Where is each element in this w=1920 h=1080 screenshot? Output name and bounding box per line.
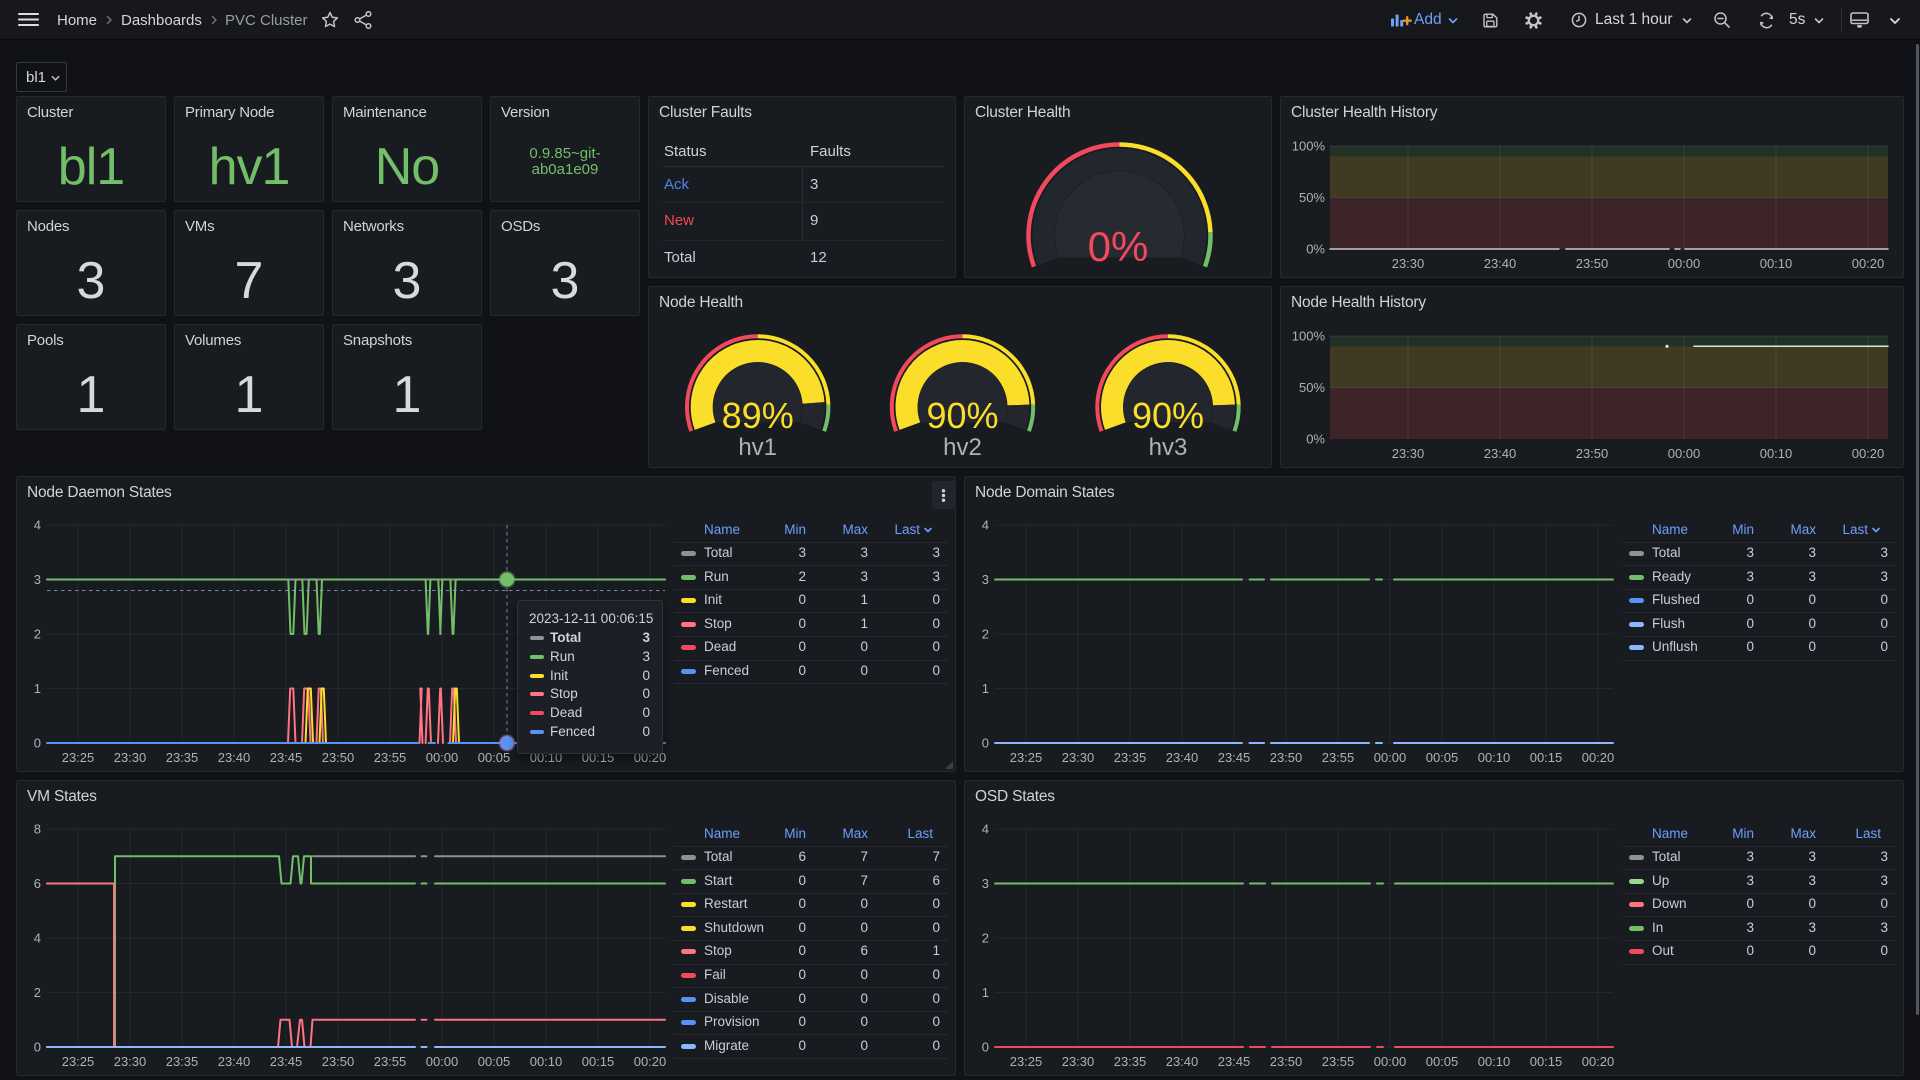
svg-text:1: 1 [34,681,41,696]
svg-text:2: 2 [982,627,989,642]
svg-text:3: 3 [34,572,41,587]
svg-text:23:45: 23:45 [270,1054,303,1069]
svg-text:23:40: 23:40 [1166,1054,1199,1069]
svg-text:4: 4 [34,518,41,533]
svg-text:23:30: 23:30 [114,750,147,765]
svg-text:23:45: 23:45 [1218,750,1251,765]
svg-text:23:30: 23:30 [1062,1054,1095,1069]
svg-text:2: 2 [34,985,41,1000]
svg-text:4: 4 [34,931,41,946]
svg-text:23:45: 23:45 [270,750,303,765]
svg-text:23:35: 23:35 [1114,750,1147,765]
svg-text:00:05: 00:05 [1426,1054,1459,1069]
svg-text:23:45: 23:45 [1218,1054,1251,1069]
svg-text:23:40: 23:40 [1484,256,1517,271]
svg-text:23:50: 23:50 [322,1054,355,1069]
svg-text:23:30: 23:30 [1062,750,1095,765]
svg-text:00:00: 00:00 [426,750,459,765]
svg-text:00:20: 00:20 [1852,256,1885,271]
svg-text:00:00: 00:00 [1668,446,1701,461]
svg-text:23:25: 23:25 [62,1054,95,1069]
svg-text:00:20: 00:20 [634,1054,667,1069]
svg-text:00:15: 00:15 [582,1054,615,1069]
svg-text:23:25: 23:25 [1010,1054,1043,1069]
svg-text:00:00: 00:00 [426,1054,459,1069]
svg-text:23:40: 23:40 [218,750,251,765]
svg-text:00:10: 00:10 [1478,750,1511,765]
svg-text:23:40: 23:40 [218,1054,251,1069]
svg-text:00:00: 00:00 [1374,1054,1407,1069]
svg-text:23:55: 23:55 [374,1054,407,1069]
svg-text:1: 1 [982,985,989,1000]
svg-text:23:40: 23:40 [1484,446,1517,461]
svg-text:8: 8 [34,822,41,837]
svg-text:23:35: 23:35 [166,750,199,765]
svg-text:23:50: 23:50 [1576,256,1609,271]
svg-text:23:50: 23:50 [1270,750,1303,765]
svg-text:00:05: 00:05 [1426,750,1459,765]
svg-text:3: 3 [982,572,989,587]
svg-text:4: 4 [982,822,989,837]
svg-text:2: 2 [34,627,41,642]
svg-text:50%: 50% [1299,380,1325,395]
svg-text:0: 0 [34,1040,41,1055]
svg-text:23:55: 23:55 [374,750,407,765]
svg-text:00:10: 00:10 [1478,1054,1511,1069]
svg-text:23:50: 23:50 [322,750,355,765]
svg-text:1: 1 [982,681,989,696]
svg-text:00:10: 00:10 [530,1054,563,1069]
svg-text:00:15: 00:15 [1530,1054,1563,1069]
svg-text:23:35: 23:35 [166,1054,199,1069]
svg-text:23:25: 23:25 [62,750,95,765]
svg-text:00:20: 00:20 [1582,1054,1615,1069]
svg-text:23:50: 23:50 [1576,446,1609,461]
svg-text:23:30: 23:30 [114,1054,147,1069]
svg-text:23:40: 23:40 [1166,750,1199,765]
svg-text:0%: 0% [1306,242,1325,257]
svg-text:00:05: 00:05 [478,750,511,765]
svg-text:6: 6 [34,876,41,891]
svg-text:23:55: 23:55 [1322,1054,1355,1069]
svg-text:00:00: 00:00 [1374,750,1407,765]
svg-text:23:30: 23:30 [1392,256,1425,271]
svg-text:23:25: 23:25 [1010,750,1043,765]
svg-text:23:55: 23:55 [1322,750,1355,765]
svg-text:0: 0 [982,1040,989,1055]
svg-text:100%: 100% [1292,139,1326,154]
svg-text:0%: 0% [1306,432,1325,447]
svg-text:23:50: 23:50 [1270,1054,1303,1069]
svg-text:50%: 50% [1299,190,1325,205]
svg-text:0: 0 [34,736,41,751]
svg-text:00:20: 00:20 [1582,750,1615,765]
svg-text:100%: 100% [1292,329,1326,344]
svg-text:00:15: 00:15 [1530,750,1563,765]
svg-text:23:35: 23:35 [1114,1054,1147,1069]
svg-text:23:30: 23:30 [1392,446,1425,461]
svg-text:00:05: 00:05 [478,1054,511,1069]
svg-text:00:10: 00:10 [1760,446,1793,461]
svg-text:00:20: 00:20 [1852,446,1885,461]
svg-text:00:00: 00:00 [1668,256,1701,271]
svg-text:2: 2 [982,931,989,946]
svg-text:4: 4 [982,518,989,533]
svg-text:0: 0 [982,736,989,751]
svg-text:00:10: 00:10 [1760,256,1793,271]
svg-text:3: 3 [982,876,989,891]
